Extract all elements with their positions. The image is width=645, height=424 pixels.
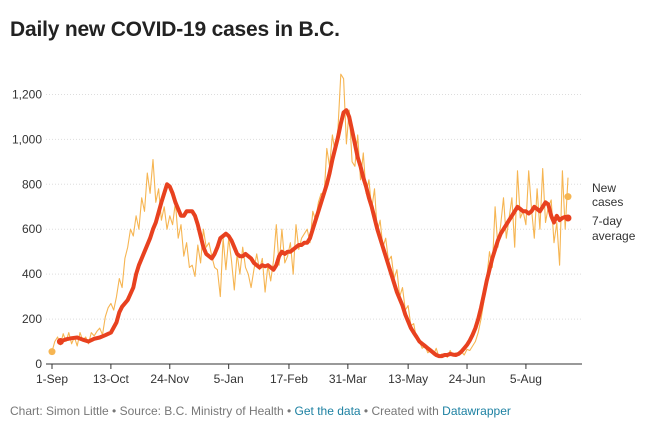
y-tick-label: 400: [22, 267, 42, 281]
y-tick-label: 600: [22, 222, 42, 236]
footer-source: Source: B.C. Ministry of Health: [119, 404, 284, 418]
datawrapper-link[interactable]: Datawrapper: [442, 404, 511, 418]
y-tick-label: 1,000: [12, 132, 42, 146]
x-tick-label: 13-May: [388, 372, 428, 386]
x-axis-ticks: 1-Sep 13-Oct 24-Nov 5-Jan 17-Feb 31-Mar 13-May…: [36, 364, 542, 386]
footer-created-with: Created with: [371, 404, 439, 418]
x-tick-label: 17-Feb: [270, 372, 308, 386]
footer-sep-1: •: [108, 404, 120, 418]
footer-sep-2: •: [283, 404, 295, 418]
legend-new-cases-line2: cases: [592, 195, 623, 209]
average-start-dot: [56, 338, 64, 346]
x-tick-label: 5-Jan: [214, 372, 244, 386]
footer: Chart: Simon Little • Source: B.C. Minis…: [10, 404, 511, 418]
legend-average-line1: 7-day: [592, 214, 622, 228]
footer-sep-3: •: [360, 404, 372, 418]
y-tick-label: 1,200: [12, 87, 42, 101]
footer-credit: Chart: Simon Little: [10, 404, 109, 418]
chart-title: Daily new COVID-19 cases in B.C.: [10, 18, 340, 41]
y-tick-label: 800: [22, 177, 42, 191]
average-end-dot: [564, 214, 572, 222]
series-line-new-cases: [51, 73, 569, 358]
x-tick-label: 13-Oct: [93, 372, 130, 386]
x-tick-label: 24-Nov: [150, 372, 189, 386]
new-cases-start-dot: [48, 348, 56, 356]
x-tick-label: 24-Jun: [449, 372, 486, 386]
y-tick-label: 200: [22, 312, 42, 326]
x-tick-label: 5-Aug: [510, 372, 542, 386]
series-line-7-day-average: [58, 108, 570, 359]
y-tick-label: 0: [35, 357, 42, 371]
new-cases-end-dot: [564, 193, 572, 201]
y-axis-ticks: 0 200 400 600 800 1,000 1,200: [12, 87, 42, 371]
series-group: [48, 73, 572, 359]
get-data-link[interactable]: Get the data: [294, 404, 361, 418]
x-tick-label: 1-Sep: [36, 372, 68, 386]
x-tick-label: 31-Mar: [329, 372, 367, 386]
legend-new-cases-line1: New: [592, 181, 616, 195]
legend-average-line2: average: [592, 229, 636, 243]
